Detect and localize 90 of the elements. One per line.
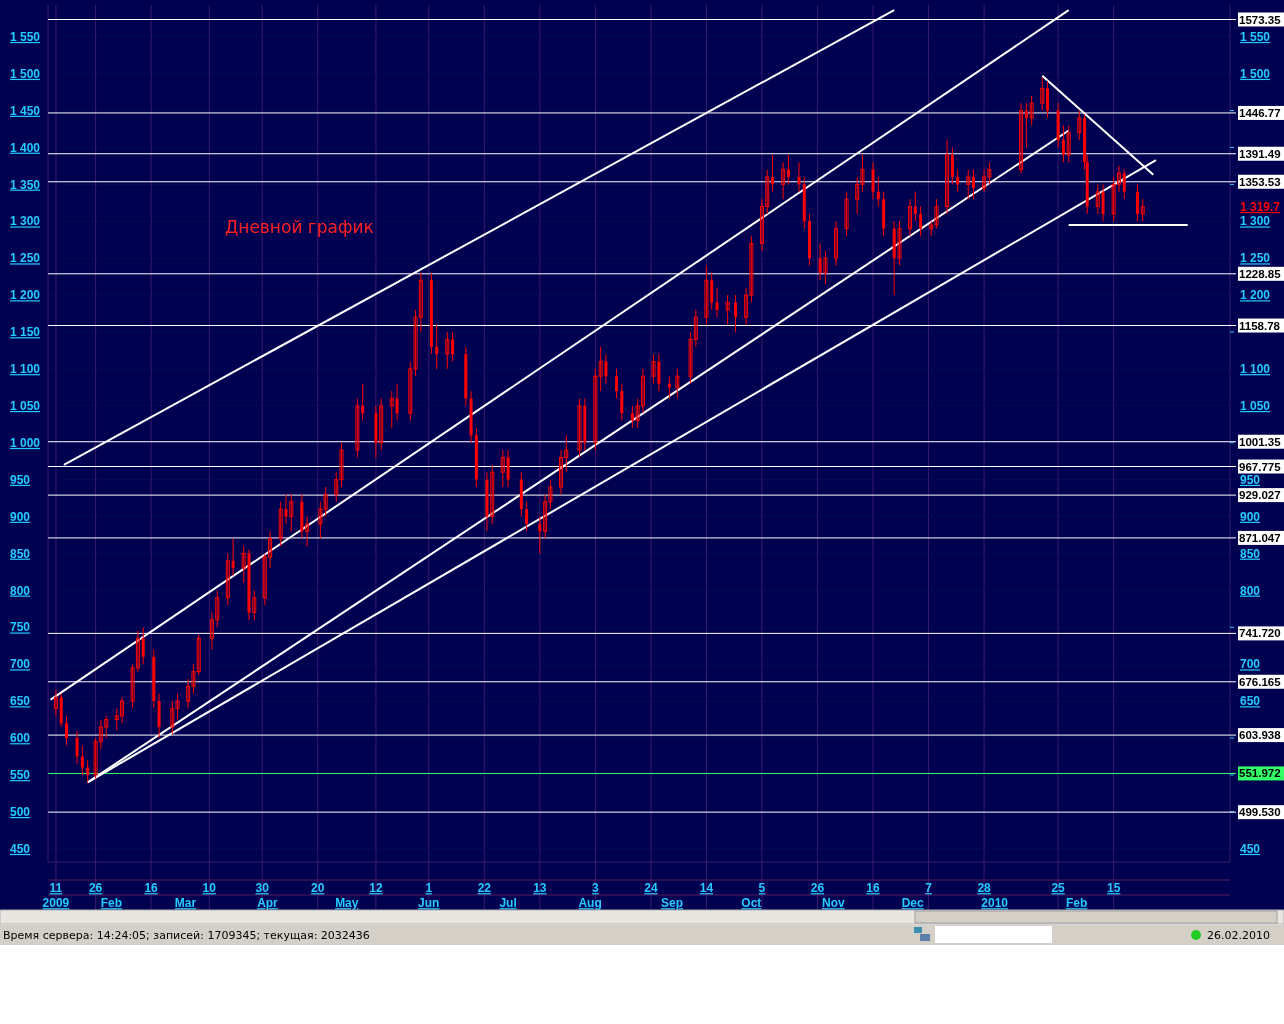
x-tick-label: 5 — [758, 881, 766, 896]
y2-tick-label: 700 — [1240, 657, 1261, 672]
x-tick-label: 28 — [977, 881, 992, 896]
ref-line-label: 1228.85 — [1239, 267, 1282, 280]
y2-tick-label: 950 — [1240, 472, 1261, 487]
x-tick-label: 10 — [202, 881, 217, 896]
x2-tick-label: Feb — [100, 896, 123, 911]
x-tick-label: 25 — [1051, 881, 1066, 896]
x-tick-label: 26 — [810, 881, 825, 896]
y-tick-label: 1 350 — [10, 177, 41, 192]
x2-tick-label: Oct — [741, 896, 762, 911]
x-tick-label: 14 — [699, 881, 714, 896]
x-tick-label: 20 — [311, 881, 325, 896]
y-tick-label: 1 500 — [10, 66, 41, 81]
y-tick-label: 1 150 — [10, 325, 41, 340]
ref-line-label: 967.775 — [1239, 460, 1282, 473]
y-tick-label: 1 100 — [10, 362, 41, 377]
ref-line-label: 929.027 — [1239, 489, 1281, 502]
x-tick-label: 1 — [425, 881, 433, 896]
x-tick-label: 15 — [1106, 881, 1121, 896]
y-tick-label: 1 400 — [10, 140, 41, 155]
y-tick-label: 550 — [10, 768, 31, 783]
y-tick-label: 1 000 — [10, 435, 41, 450]
x-tick-label: 13 — [533, 881, 547, 896]
y-tick-label: 1 250 — [10, 251, 41, 266]
ref-line-label: 676.165 — [1239, 675, 1282, 688]
y2-tick-label: 650 — [1240, 694, 1261, 709]
y2-tick-label: 1 550 — [1240, 29, 1271, 44]
ref-line-label: 1446.77 — [1239, 106, 1281, 119]
x-tick-label: 7 — [925, 881, 933, 896]
x-tick-label: 12 — [369, 881, 383, 896]
ref-line-label: 1158.78 — [1239, 319, 1281, 332]
ref-line-label: 1573.35 — [1239, 13, 1282, 26]
y-tick-label: 950 — [10, 472, 31, 487]
x-tick-label: 30 — [255, 881, 270, 896]
x2-tick-label: 2009 — [42, 896, 70, 911]
ref-line-label: 551.972 — [1239, 767, 1281, 780]
y2-tick-label: 1 250 — [1240, 251, 1271, 266]
y-tick-label: 750 — [10, 620, 31, 635]
y2-tick-label: 1 300 — [1240, 214, 1271, 229]
y2-tick-label: 1 100 — [1240, 362, 1271, 377]
x2-tick-label: Mar — [174, 896, 197, 911]
ref-line-label: 499.530 — [1239, 806, 1281, 819]
ref-line-label: 1353.53 — [1239, 175, 1281, 188]
y-tick-label: 850 — [10, 546, 31, 561]
x2-tick-label: Jul — [499, 896, 517, 911]
y2-tick-label: 900 — [1240, 509, 1261, 524]
x2-tick-label: Dec — [901, 896, 925, 911]
x2-tick-label: Jun — [418, 896, 440, 911]
y-tick-label: 900 — [10, 509, 31, 524]
y-tick-label: 800 — [10, 583, 31, 598]
x-tick-label: 16 — [144, 881, 159, 896]
y-tick-label: 1 050 — [10, 399, 41, 414]
y-tick-label: 650 — [10, 694, 31, 709]
x-tick-label: 3 — [592, 881, 600, 896]
y-tick-label: 1 200 — [10, 288, 41, 303]
x-tick-label: 24 — [644, 881, 658, 896]
y2-tick-label: 1 050 — [1240, 399, 1271, 414]
y2-tick-label: 800 — [1240, 583, 1261, 598]
x2-tick-label: Feb — [1065, 896, 1088, 911]
x2-tick-label: Nov — [822, 896, 846, 911]
x2-tick-label: May — [335, 896, 359, 911]
x2-tick-label: 2010 — [981, 896, 1009, 911]
ref-line-label: 741.720 — [1239, 627, 1281, 640]
ref-line-label: 1001.35 — [1239, 435, 1282, 448]
x2-tick-label: Apr — [257, 896, 279, 911]
x-tick-label: 22 — [477, 881, 492, 896]
text: Дневной график — [225, 217, 374, 237]
x2-tick-label: Sep — [661, 896, 684, 911]
y2-tick-label: 450 — [1240, 841, 1261, 856]
x2-tick-label: Aug — [578, 896, 602, 911]
y-tick-label: 1 300 — [10, 214, 41, 229]
text: 1 319.7 — [1240, 199, 1281, 214]
ref-line-label: 1391.49 — [1239, 147, 1281, 160]
y2-tick-label: 1 500 — [1240, 66, 1271, 81]
y-tick-label: 1 450 — [10, 103, 41, 118]
y-tick-label: 600 — [10, 731, 31, 746]
ref-line-label: 871.047 — [1239, 531, 1281, 544]
y-tick-label: 450 — [10, 841, 31, 856]
x-tick-label: 16 — [866, 881, 881, 896]
x-tick-label: 11 — [49, 881, 63, 896]
y-tick-label: 700 — [10, 657, 31, 672]
y-tick-label: 500 — [10, 805, 31, 820]
x-tick-label: 26 — [88, 881, 103, 896]
y2-tick-label: 850 — [1240, 546, 1261, 561]
y2-tick-label: 1 200 — [1240, 288, 1271, 303]
ref-line-label: 603.938 — [1239, 729, 1282, 742]
text: Время сервера: 14:24:05; записей: 1709345; текущая: 2032436 — [3, 928, 370, 942]
text: 26.02.2010 — [1207, 928, 1270, 942]
y-tick-label: 1 550 — [10, 29, 41, 44]
